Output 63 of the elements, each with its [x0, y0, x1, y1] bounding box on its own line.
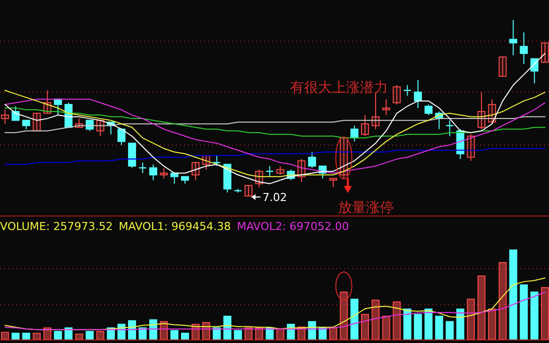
bar: [456, 308, 464, 340]
bar: [541, 287, 549, 340]
bar: [446, 321, 454, 340]
bar: [509, 250, 518, 340]
bar: [498, 262, 507, 340]
candlestick: [382, 98, 390, 116]
bar: [477, 275, 486, 340]
annotation: 7.02: [262, 191, 288, 204]
candlestick: [308, 152, 316, 168]
bar: [392, 301, 401, 340]
bar: [181, 332, 189, 340]
candlestick: [1, 109, 9, 124]
candlestick: [329, 178, 338, 188]
candlestick: [361, 114, 369, 137]
candlestick: [350, 125, 358, 142]
bar: [520, 284, 528, 340]
bar: [12, 332, 20, 340]
bar: [96, 330, 104, 340]
annotation: 有很大上涨潜力: [290, 80, 388, 96]
candlestick: [414, 79, 422, 108]
bar: [382, 316, 390, 340]
bar: [75, 334, 84, 340]
bar: [329, 327, 338, 340]
text: 放量涨停: [338, 200, 394, 216]
candlestick: [541, 42, 549, 63]
bar: [361, 314, 369, 340]
bar: [350, 298, 358, 340]
candlestick: [392, 84, 401, 105]
bar: [488, 308, 496, 340]
candlestick: [128, 142, 136, 168]
bar: [1, 332, 9, 340]
text: MAVOL1: 969454.38: [118, 220, 231, 233]
bar: [466, 298, 475, 340]
bar: [403, 308, 412, 340]
candlestick: [498, 56, 507, 77]
candlestick: [117, 128, 126, 146]
candlestick: [424, 104, 433, 116]
text: MAVOL2: 697052.00: [236, 220, 349, 233]
bar: [54, 330, 62, 340]
candlestick: [149, 164, 158, 181]
candlestick: [244, 184, 253, 196]
candlestick: [138, 162, 147, 174]
candlestick: [466, 134, 475, 162]
text: VOLUME: 257973.52: [0, 220, 113, 233]
bar: [414, 314, 422, 340]
bar: [530, 292, 538, 340]
bar: [170, 330, 178, 340]
candlestick: [160, 167, 168, 179]
candlestick: [192, 162, 200, 181]
candlestick: [520, 32, 528, 64]
bar: [234, 330, 242, 340]
candlestick: [32, 112, 41, 132]
bar: [435, 316, 444, 340]
bar: [340, 292, 348, 340]
bar: [424, 308, 433, 340]
candlestick: [530, 58, 538, 84]
bar: [32, 332, 41, 340]
bar: [372, 300, 380, 340]
bar: [86, 330, 94, 340]
candlestick: [12, 106, 20, 121]
candlestick: [276, 166, 284, 176]
candlestick: [509, 20, 518, 56]
bar: [22, 332, 30, 340]
